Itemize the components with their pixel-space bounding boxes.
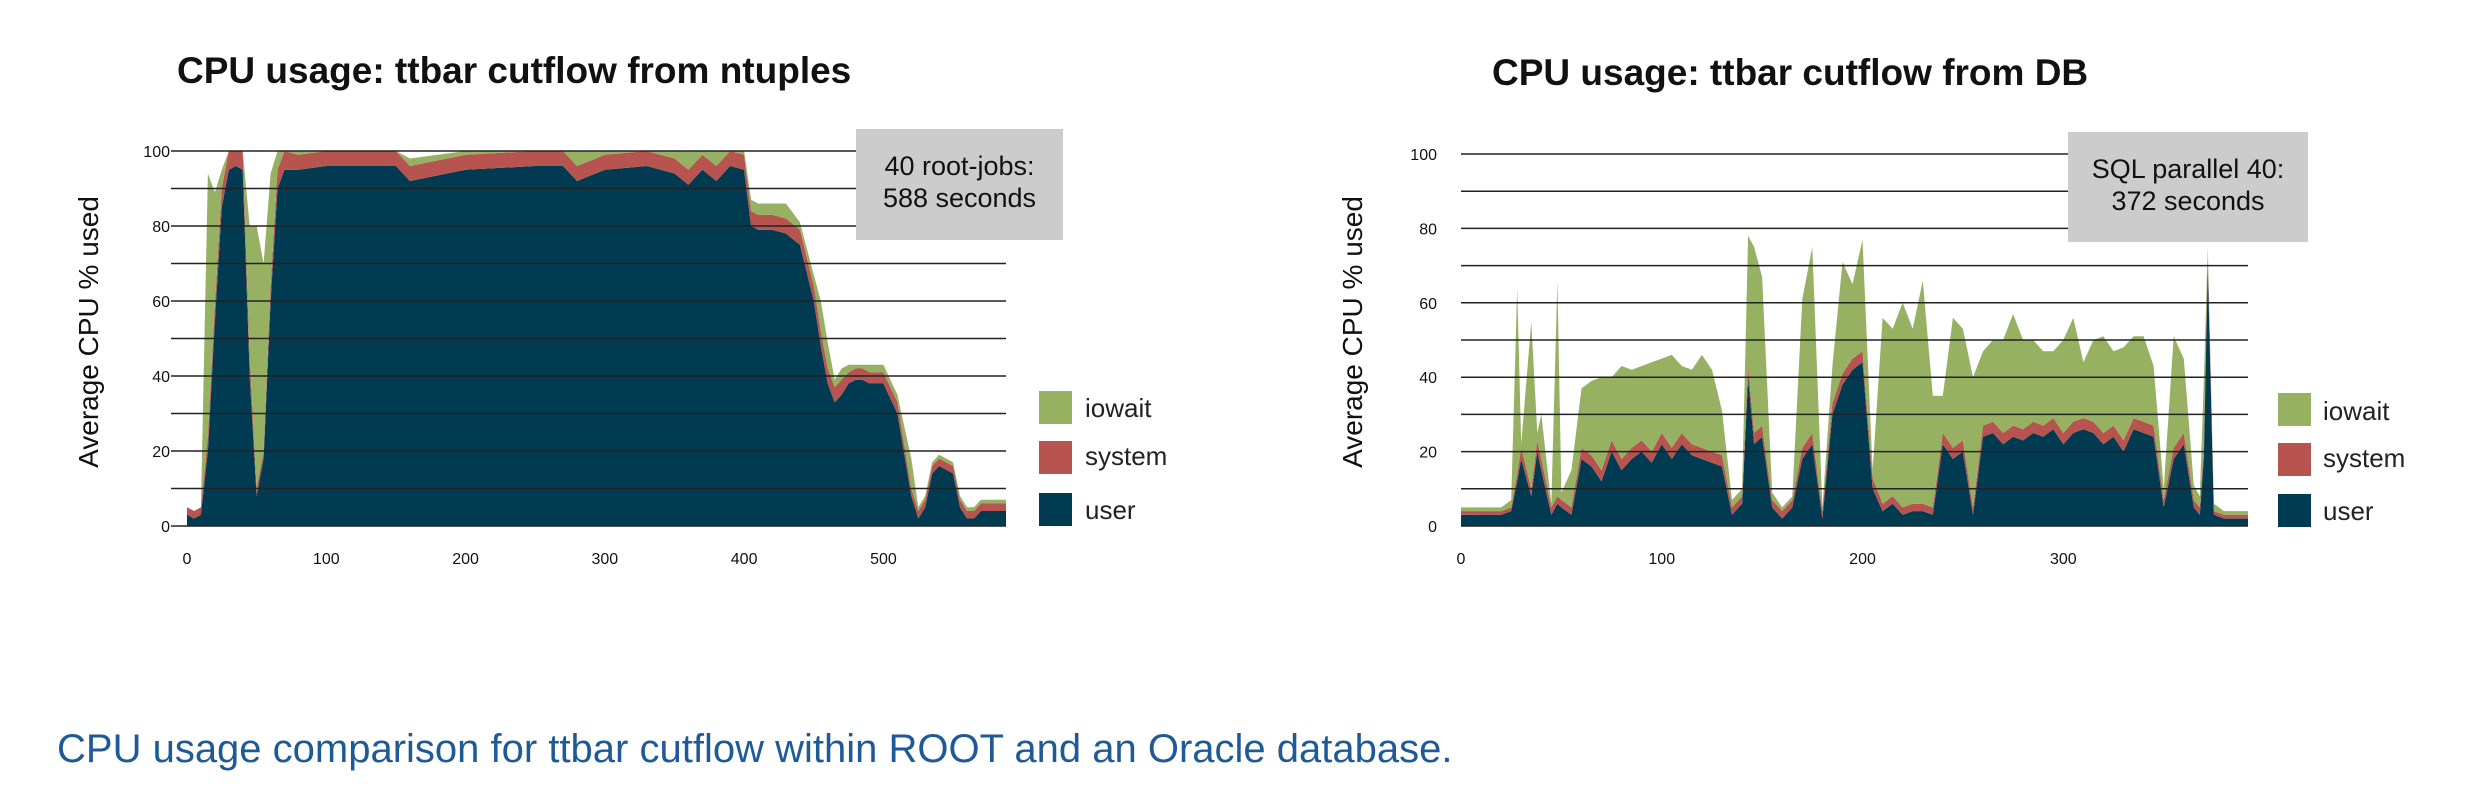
plot-area: 0 20 40 60 80 100 0 100 200 300	[1410, 147, 2248, 568]
x-tick-label: 100	[1648, 551, 1675, 568]
y-tick-label: 40	[1419, 370, 1437, 387]
legend-label-user: user	[2323, 496, 2374, 526]
y-tick-label: 100	[143, 144, 170, 161]
legend-swatch-user	[1039, 493, 1072, 526]
x-tick-label: 200	[1849, 551, 1876, 568]
legend-label-iowait: iowait	[2323, 396, 2390, 426]
plot-area: 0 20 40 60 80 100 0 100 200 300 400 500	[143, 144, 1006, 568]
legend: iowait system user	[1039, 391, 1167, 526]
x-tick-label: 400	[731, 551, 758, 568]
y-tick-label: 60	[1419, 296, 1437, 313]
y-tick-label: 100	[1410, 147, 1437, 164]
annotation-line-2: 588 seconds	[883, 183, 1036, 213]
annotation-line-2: 372 seconds	[2111, 186, 2264, 216]
y-tick-label: 60	[152, 294, 170, 311]
y-axis-label: Average CPU % used	[73, 196, 104, 468]
chart-title: CPU usage: ttbar cutflow from ntuples	[177, 50, 851, 91]
x-tick-label: 500	[870, 551, 897, 568]
annotation-box: 40 root-jobs: 588 seconds	[856, 129, 1063, 240]
area-user	[1461, 265, 2248, 526]
y-axis-label: Average CPU % used	[1337, 196, 1368, 468]
chart-db: CPU usage: ttbar cutflow from DB Average…	[1337, 52, 2405, 568]
y-tick-label: 0	[1428, 519, 1437, 536]
legend-label-system: system	[1085, 441, 1167, 471]
x-tick-label: 0	[1457, 551, 1466, 568]
legend-label-system: system	[2323, 443, 2405, 473]
legend-swatch-user	[2278, 494, 2311, 527]
legend-swatch-iowait	[2278, 393, 2311, 426]
area-user	[187, 166, 1006, 526]
chart-ntuples: CPU usage: ttbar cutflow from ntuples Av…	[73, 50, 1167, 568]
annotation-background	[2068, 132, 2308, 242]
annotation-line-1: SQL parallel 40:	[2092, 154, 2285, 184]
annotation-background	[856, 129, 1063, 240]
chart-title: CPU usage: ttbar cutflow from DB	[1492, 52, 2088, 93]
y-tick-label: 80	[1419, 221, 1437, 238]
x-tick-label: 200	[452, 551, 479, 568]
legend-swatch-system	[2278, 443, 2311, 476]
y-tick-label: 20	[152, 444, 170, 461]
annotation-line-1: 40 root-jobs:	[884, 151, 1034, 181]
legend-swatch-system	[1039, 441, 1072, 474]
legend: iowait system user	[2278, 393, 2405, 527]
y-tick-label: 0	[161, 519, 170, 536]
x-tick-label: 0	[183, 551, 192, 568]
x-tick-label: 100	[313, 551, 340, 568]
x-tick-label: 300	[2050, 551, 2077, 568]
y-tick-label: 80	[152, 219, 170, 236]
legend-label-user: user	[1085, 495, 1136, 525]
legend-swatch-iowait	[1039, 391, 1072, 424]
annotation-box: SQL parallel 40: 372 seconds	[2068, 132, 2308, 242]
area-iowait	[1461, 235, 2248, 515]
x-tick-label: 300	[592, 551, 619, 568]
legend-label-iowait: iowait	[1085, 393, 1152, 423]
y-tick-label: 40	[152, 369, 170, 386]
figure-caption: CPU usage comparison for ttbar cutflow w…	[57, 727, 1453, 771]
area-system	[187, 151, 1006, 519]
y-tick-label: 20	[1419, 445, 1437, 462]
